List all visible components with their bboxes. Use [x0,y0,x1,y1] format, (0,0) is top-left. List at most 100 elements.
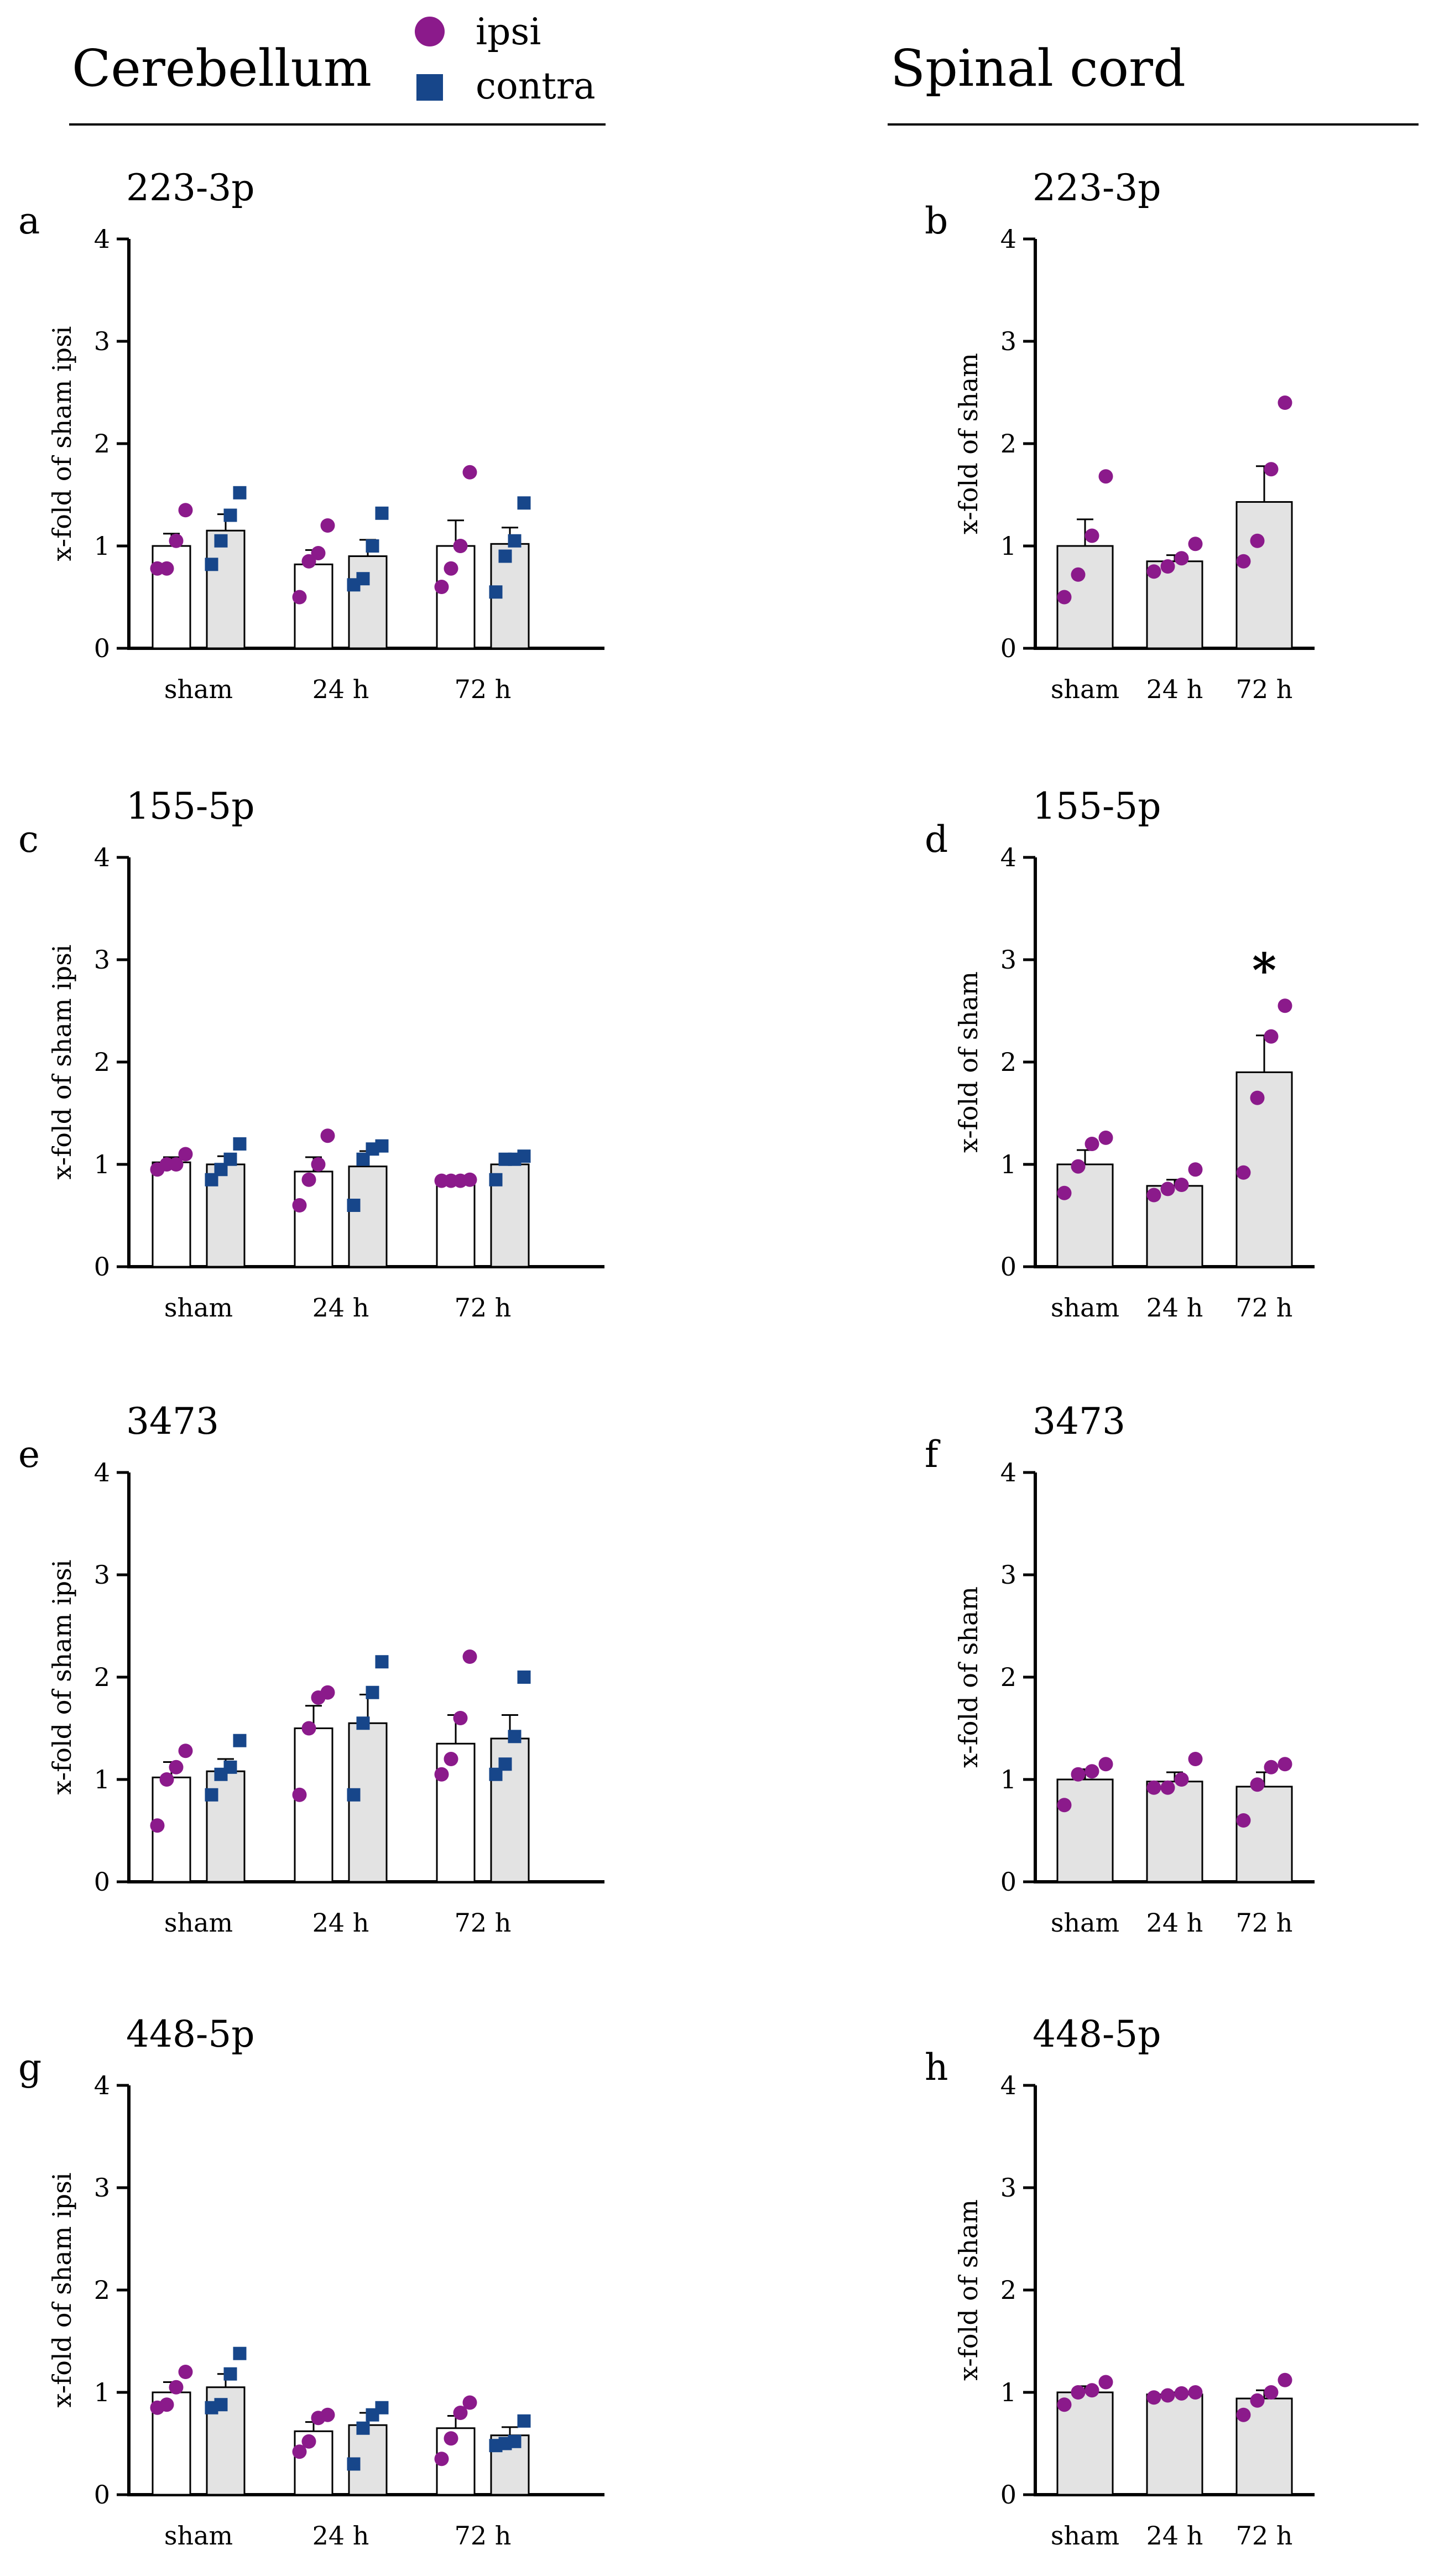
panel-f-single-1-point-2 [1174,1772,1189,1787]
panel-c-ipsi-1-point-1 [301,1172,316,1187]
panel-f-single-1-point-0 [1146,1780,1161,1795]
panel-e-letter: e [18,1433,40,1476]
panel-d-letter: d [925,818,948,861]
panel-a-ipsi-1-point-1 [301,554,316,569]
panel-d-single-1-point-2 [1174,1178,1189,1192]
panel-a-ipsi-1-point-2 [311,545,326,560]
panel-g-contra-2-point-3 [517,2414,531,2428]
panel-c-ipsi-2-bar [436,1180,476,1268]
panel-g-title: 448-5p [126,2013,255,2055]
panel-c-ipsi-1-point-0 [292,1198,307,1212]
panel-b: b 223-3p 0 1 2 3 4 x-fold of sham sham 24 h 72 h [925,166,1315,704]
panel-c-ipsi-0-point-3 [178,1147,193,1162]
panel-e-ipsi-0-point-2 [169,1760,184,1774]
panel-b-single-0-point-1 [1071,567,1086,582]
panel-f-single-2-point-2 [1264,1760,1279,1774]
panel-h-single-0-point-1 [1071,2385,1086,2400]
spinal-cord-header: Spinal cord [890,39,1186,98]
panel-g-ipsi-1-point-1 [301,2434,316,2449]
panel-a-ipsi-1-bar [294,563,333,649]
panel-b-x-tick-label-1: 24 h [1146,674,1203,704]
panel-g-y-tick-label-3: 3 [94,2173,110,2203]
panel-a-x-tick-label-2: 72 h [455,674,512,704]
panel-b-x-tick-label-2: 72 h [1236,674,1293,704]
panel-c-y-tick-label-2: 2 [94,1047,110,1077]
panel-f-single-0-point-3 [1098,1757,1113,1772]
panel-c-y-tick-label-1: 1 [94,1149,110,1179]
panel-g-contra-1-point-1 [356,2421,370,2435]
panel-d: d 155-5p 0 1 2 3 4 x-fold of sham sham 24 h 72 h * [925,785,1315,1323]
panel-a-contra-2-point-0 [489,585,503,599]
panel-c-contra-1-bar [348,1165,388,1268]
panel-g-contra-0-point-2 [223,2367,237,2381]
panel-e-contra-1-point-1 [356,1716,370,1730]
panel-c-y-tick-label-0: 0 [94,1252,110,1282]
panel-g-y-tick-label-1: 1 [94,2377,110,2407]
panel-f-single-1-point-3 [1188,1752,1203,1766]
panel-g-ipsi-2-point-2 [453,2406,468,2420]
panel-f-single-2-point-3 [1278,1757,1292,1772]
legend-ipsi-label: ipsi [476,11,541,53]
panel-a-y-tick-label-0: 0 [94,633,110,663]
panel-d-x-tick-label-2: 72 h [1236,1293,1293,1323]
panel-c-ipsi-0-bar [152,1161,191,1268]
panel-a-contra-2-point-3 [517,496,531,510]
panel-d-single-0-point-1 [1071,1159,1086,1174]
panel-a-contra-2-point-1 [498,549,512,563]
panel-g-ipsi-2-point-0 [434,2452,449,2466]
panel-e-contra-1-bar [348,1722,388,1883]
panel-g-x-tick-label-0: sham [164,2521,233,2551]
panel-f-single-2-point-1 [1250,1777,1265,1792]
panel-c-y-tick-label-4: 4 [94,842,110,872]
panel-g-contra-2-point-2 [508,2434,522,2448]
panel-h-single-0-point-2 [1085,2383,1099,2398]
panel-e-y-tick-label-2: 2 [94,1662,110,1692]
panel-b-y-tick-label-4: 4 [1000,224,1016,254]
panel-h-single-1-bar [1146,2393,1203,2496]
panel-h-single-2-point-2 [1264,2385,1279,2400]
panel-b-y-tick-label-1: 1 [1000,531,1016,561]
panel-a-ipsi-0-point-2 [169,533,184,548]
panel-h-single-1-point-2 [1174,2386,1189,2401]
panel-c-ipsi-1-bar [294,1170,333,1268]
panel-f-single-1-bar [1146,1781,1203,1883]
panel-g-x-tick-label-2: 72 h [455,2521,512,2551]
panel-e-y-tick-label-3: 3 [94,1560,110,1590]
panel-d-y-tick-label-4: 4 [1000,842,1016,872]
panel-c-contra-1-point-3 [375,1139,389,1153]
panel-g-ipsi-0-point-2 [169,2380,184,2395]
panel-f-letter: f [925,1433,941,1476]
panel-d-single-2-point-1 [1250,1090,1265,1105]
panel-h: h 448-5p 0 1 2 3 4 x-fold of sham sham 24 h 72 h [925,2013,1315,2551]
panel-h-single-2-point-3 [1278,2372,1292,2387]
panel-d-single-1-point-0 [1146,1188,1161,1203]
panel-f-y-tick-label-4: 4 [1000,1458,1016,1487]
panel-d-single-2-point-0 [1236,1165,1251,1180]
panel-h-single-1-point-0 [1146,2390,1161,2405]
panel-a-contra-1-point-3 [375,506,389,520]
panel-f-y-tick-label-0: 0 [1000,1867,1016,1897]
panel-e-contra-0-point-0 [205,1788,218,1802]
panel-c-ipsi-0-point-2 [169,1157,184,1172]
panel-c-ipsi-1-point-3 [320,1128,335,1143]
panel-e-y-tick-label-4: 4 [94,1458,110,1487]
panel-d-single-0-bar [1056,1163,1114,1268]
panel-f-y-label: x-fold of sham [953,1586,983,1768]
panel-f-single-0-point-1 [1071,1767,1086,1782]
panel-a-contra-0-point-1 [214,534,228,548]
panel-e-ipsi-1-point-3 [320,1685,335,1700]
panel-g-contra-1-point-0 [347,2457,361,2471]
panel-g-contra-0-point-1 [214,2398,228,2412]
panel-c-x-tick-label-0: sham [164,1293,233,1323]
panel-e-y-tick-label-0: 0 [94,1867,110,1897]
panel-b-letter: b [925,200,948,242]
panel-f-single-2-bar [1235,1786,1293,1883]
panel-f-x-tick-label-2: 72 h [1236,1908,1293,1938]
panel-e-x-tick-label-0: sham [164,1908,233,1938]
panel-b-single-0-point-0 [1057,590,1072,605]
panel-c-letter: c [18,818,39,861]
panel-b-single-2-point-3 [1278,395,1292,410]
panel-e-y-label: x-fold of sham ipsi [47,1560,77,1795]
panel-e-ipsi-2-point-3 [462,1649,477,1664]
